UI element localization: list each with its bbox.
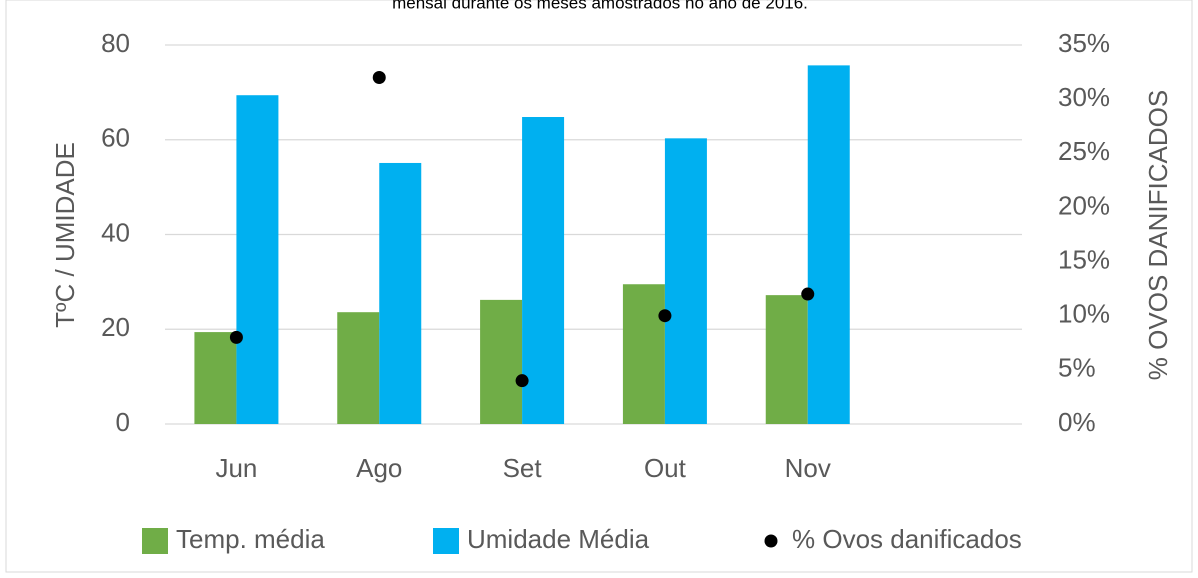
bar	[807, 65, 850, 424]
y2-tick-label: 25%	[1058, 136, 1110, 166]
bar	[379, 162, 422, 424]
y-tick-label: 40	[101, 217, 130, 247]
x-tick-label: Jun	[215, 453, 257, 483]
bar	[522, 117, 565, 424]
legend-label: Temp. média	[176, 524, 325, 554]
bar	[622, 284, 665, 424]
point	[658, 309, 672, 323]
point	[372, 70, 386, 84]
legend-label: % Ovos danificados	[792, 524, 1022, 554]
y-tick-label: 0	[116, 407, 130, 437]
y2-tick-label: 35%	[1058, 28, 1110, 58]
y-axis-title: TºC / UMIDADE	[50, 142, 80, 328]
x-tick-label: Out	[644, 453, 687, 483]
y2-axis-title: % OVOS DANIFICADOS	[1143, 90, 1173, 380]
chart-title: mensal durante os meses amostrados no an…	[392, 0, 808, 12]
y-tick-label: 80	[101, 28, 130, 58]
y2-tick-label: 10%	[1058, 299, 1110, 329]
x-tick-label: Set	[503, 453, 543, 483]
point	[229, 330, 243, 344]
x-tick-label: Nov	[785, 453, 831, 483]
legend-swatch	[433, 528, 459, 554]
y-tick-label: 20	[101, 312, 130, 342]
point	[801, 287, 815, 301]
y2-tick-label: 0%	[1058, 407, 1096, 437]
bar	[765, 295, 808, 424]
y-tick-label: 60	[101, 123, 130, 153]
legend-label: Umidade Média	[467, 524, 650, 554]
point	[515, 374, 529, 388]
bar	[194, 332, 237, 424]
bar	[664, 138, 707, 425]
bar	[337, 312, 380, 424]
y2-tick-label: 30%	[1058, 82, 1110, 112]
y2-tick-label: 15%	[1058, 244, 1110, 274]
bar	[480, 299, 523, 424]
chart-border	[5, 0, 1193, 573]
y2-tick-label: 5%	[1058, 353, 1096, 383]
y2-tick-label: 20%	[1058, 190, 1110, 220]
bar	[236, 95, 279, 424]
legend-swatch	[764, 534, 778, 548]
x-tick-label: Ago	[356, 453, 402, 483]
legend-swatch	[142, 528, 168, 554]
